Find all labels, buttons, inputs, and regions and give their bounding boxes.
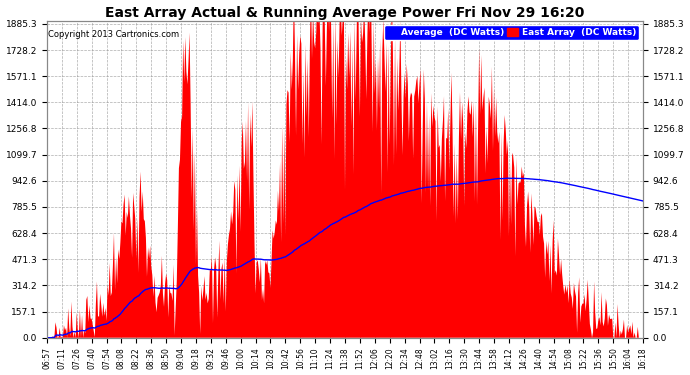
Title: East Array Actual & Running Average Power Fri Nov 29 16:20: East Array Actual & Running Average Powe… bbox=[106, 6, 584, 20]
Text: Copyright 2013 Cartronics.com: Copyright 2013 Cartronics.com bbox=[48, 30, 179, 39]
Legend: Average  (DC Watts), East Array  (DC Watts): Average (DC Watts), East Array (DC Watts… bbox=[384, 25, 638, 40]
